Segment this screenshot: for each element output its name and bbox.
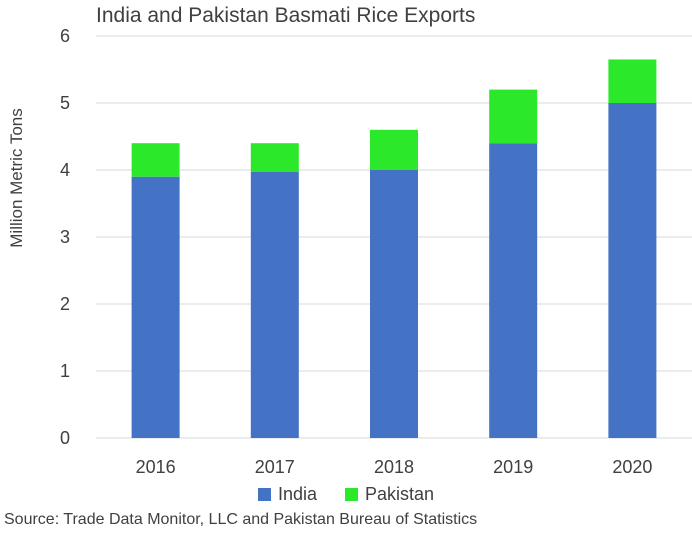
bar-pakistan-2019 bbox=[489, 89, 538, 144]
y-tick-labels: 0 1 2 3 4 5 6 bbox=[60, 26, 70, 448]
y-tick-label: 1 bbox=[60, 361, 70, 381]
x-tick-label: 2016 bbox=[136, 457, 176, 477]
y-tick-label: 5 bbox=[60, 93, 70, 113]
legend-label: Pakistan bbox=[365, 484, 435, 504]
y-axis-label: Million Metric Tons bbox=[7, 108, 26, 248]
y-tick-label: 3 bbox=[60, 227, 70, 247]
bar-india-2018 bbox=[370, 170, 418, 438]
legend: India Pakistan bbox=[0, 484, 692, 506]
bar-pakistan-2017 bbox=[250, 143, 299, 173]
bar-pakistan-2018 bbox=[370, 129, 418, 170]
bar-pakistan-2016 bbox=[131, 143, 180, 177]
x-tick-label: 2018 bbox=[374, 457, 414, 477]
source-note: Source: Trade Data Monitor, LLC and Paki… bbox=[4, 511, 478, 528]
x-tick-label: 2019 bbox=[493, 457, 533, 477]
bar-india-2016 bbox=[131, 176, 180, 438]
bar-pakistan-2020 bbox=[608, 59, 657, 103]
legend-swatch bbox=[257, 488, 271, 501]
y-tick-label: 0 bbox=[60, 428, 70, 448]
x-tick-label: 2020 bbox=[612, 457, 652, 477]
legend-swatch bbox=[345, 488, 358, 501]
legend-item-india: India bbox=[257, 484, 317, 505]
chart-title: India and Pakistan Basmati Rice Exports bbox=[96, 4, 476, 27]
bar-india-2019 bbox=[489, 143, 538, 438]
bar-india-2017 bbox=[250, 172, 299, 438]
x-tick-labels: 2016 2017 2018 2019 2020 bbox=[136, 457, 653, 477]
y-tick-label: 6 bbox=[60, 26, 70, 46]
y-tick-label: 4 bbox=[60, 160, 70, 180]
bar-india-2020 bbox=[608, 103, 657, 438]
legend-item-pakistan: Pakistan bbox=[345, 484, 434, 505]
x-tick-label: 2017 bbox=[255, 457, 295, 477]
bars bbox=[131, 59, 657, 438]
legend-label: India bbox=[277, 484, 317, 504]
y-tick-label: 2 bbox=[60, 294, 70, 314]
